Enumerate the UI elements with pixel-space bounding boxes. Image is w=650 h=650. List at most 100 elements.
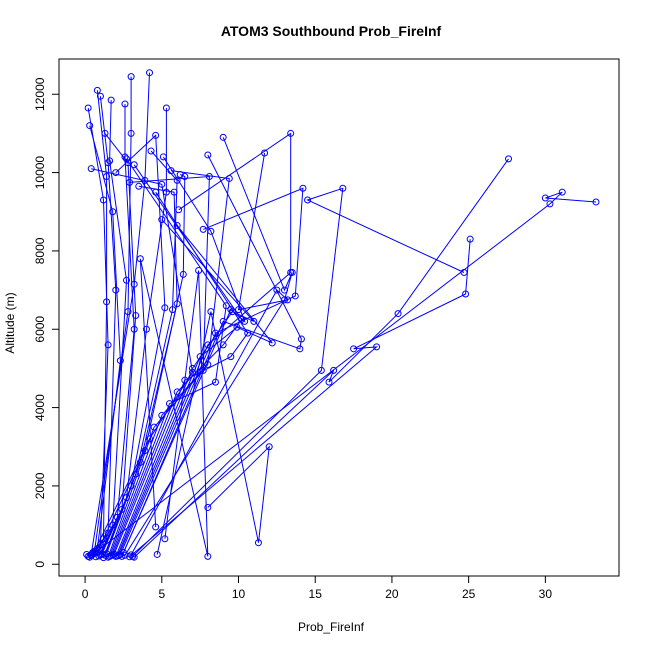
data-point bbox=[170, 188, 178, 196]
data-point bbox=[265, 443, 273, 451]
x-tick-label: 0 bbox=[82, 587, 89, 601]
data-point bbox=[227, 306, 235, 314]
series-line bbox=[121, 154, 302, 557]
data-point bbox=[161, 304, 169, 312]
data-series-group bbox=[83, 69, 600, 562]
data-point bbox=[96, 92, 104, 100]
series-line bbox=[129, 239, 471, 558]
data-point bbox=[546, 200, 554, 208]
series-25 bbox=[118, 151, 305, 560]
data-point bbox=[219, 317, 227, 325]
data-point bbox=[296, 345, 304, 353]
series-line bbox=[133, 158, 509, 558]
series-34 bbox=[136, 255, 212, 560]
data-point bbox=[126, 178, 134, 186]
data-point bbox=[558, 188, 566, 196]
data-point bbox=[330, 366, 338, 374]
data-point bbox=[152, 188, 160, 196]
series-32 bbox=[89, 188, 600, 558]
data-point bbox=[89, 550, 97, 558]
data-point bbox=[103, 298, 111, 306]
x-axis-label: Prob_FireInf bbox=[298, 620, 365, 634]
data-point bbox=[158, 180, 166, 188]
data-point bbox=[207, 308, 215, 316]
data-point bbox=[181, 173, 189, 180]
data-point bbox=[118, 552, 126, 560]
data-point bbox=[219, 133, 227, 141]
series-line bbox=[124, 137, 293, 556]
data-point bbox=[159, 153, 167, 161]
data-point bbox=[394, 310, 402, 318]
data-point bbox=[152, 131, 160, 139]
data-point bbox=[93, 86, 101, 94]
series-line bbox=[110, 158, 227, 556]
data-point bbox=[132, 312, 140, 320]
data-point bbox=[204, 503, 212, 511]
data-point bbox=[227, 353, 235, 361]
data-point bbox=[161, 535, 169, 543]
data-point bbox=[103, 173, 111, 180]
series-26 bbox=[119, 153, 249, 556]
data-point bbox=[228, 308, 236, 316]
data-point bbox=[130, 553, 138, 561]
data-point bbox=[373, 343, 381, 351]
data-point bbox=[235, 306, 243, 314]
data-point bbox=[112, 169, 120, 177]
data-point bbox=[304, 196, 312, 204]
data-point bbox=[241, 317, 249, 325]
series-30 bbox=[130, 155, 513, 561]
data-point bbox=[107, 96, 115, 104]
data-point bbox=[158, 216, 166, 224]
data-point bbox=[153, 550, 161, 558]
data-point bbox=[87, 165, 95, 173]
series-line bbox=[116, 225, 273, 557]
data-point bbox=[541, 194, 549, 202]
y-axis: 0 2000 4000 6000 8000 10000 12000 bbox=[33, 77, 60, 568]
data-point bbox=[199, 225, 207, 233]
data-point bbox=[204, 552, 212, 560]
data-point bbox=[106, 157, 114, 165]
y-tick-label: 12000 bbox=[33, 77, 47, 111]
data-point bbox=[207, 227, 215, 235]
y-tick-label: 6000 bbox=[33, 316, 47, 343]
x-tick-label: 10 bbox=[232, 587, 246, 601]
data-point bbox=[173, 176, 181, 184]
data-point bbox=[291, 292, 299, 300]
data-point bbox=[123, 155, 131, 163]
data-point bbox=[288, 268, 296, 276]
series-line bbox=[139, 258, 209, 557]
data-point bbox=[147, 147, 155, 155]
y-tick-label: 10000 bbox=[33, 156, 47, 190]
data-point bbox=[167, 167, 175, 175]
series-line bbox=[113, 191, 249, 555]
data-point bbox=[101, 129, 109, 137]
data-point bbox=[219, 341, 227, 349]
series-31 bbox=[126, 235, 474, 561]
x-tick-label: 20 bbox=[385, 587, 399, 601]
data-point bbox=[173, 221, 181, 229]
data-point bbox=[325, 378, 333, 386]
data-point bbox=[112, 286, 120, 294]
data-point bbox=[104, 341, 112, 349]
x-axis: 0 5 10 15 20 25 30 bbox=[82, 575, 552, 601]
series-line bbox=[92, 191, 597, 555]
data-point bbox=[121, 153, 129, 161]
data-point bbox=[152, 523, 160, 531]
data-point bbox=[84, 104, 92, 112]
data-point bbox=[126, 553, 134, 561]
data-point bbox=[317, 366, 325, 374]
series-line bbox=[109, 170, 230, 557]
data-point bbox=[142, 325, 150, 333]
series-line bbox=[130, 152, 289, 556]
data-point bbox=[179, 270, 187, 278]
data-point bbox=[466, 235, 474, 243]
x-tick-label: 5 bbox=[158, 587, 165, 601]
data-point bbox=[281, 286, 289, 294]
data-point bbox=[204, 151, 212, 159]
y-tick-label: 0 bbox=[33, 561, 47, 568]
data-point bbox=[592, 198, 600, 206]
y-tick-label: 8000 bbox=[33, 237, 47, 264]
series-line bbox=[118, 132, 292, 556]
